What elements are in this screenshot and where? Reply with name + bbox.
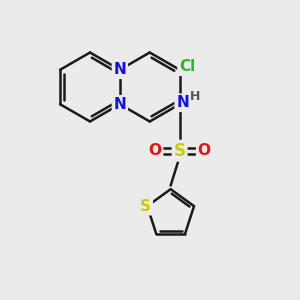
Text: S: S	[140, 199, 151, 214]
Text: N: N	[176, 95, 189, 110]
Text: N: N	[113, 62, 126, 77]
Text: O: O	[198, 143, 211, 158]
Text: Cl: Cl	[179, 59, 195, 74]
Text: N: N	[113, 97, 126, 112]
Text: H: H	[190, 90, 200, 103]
Text: O: O	[148, 143, 161, 158]
Text: S: S	[174, 142, 186, 160]
